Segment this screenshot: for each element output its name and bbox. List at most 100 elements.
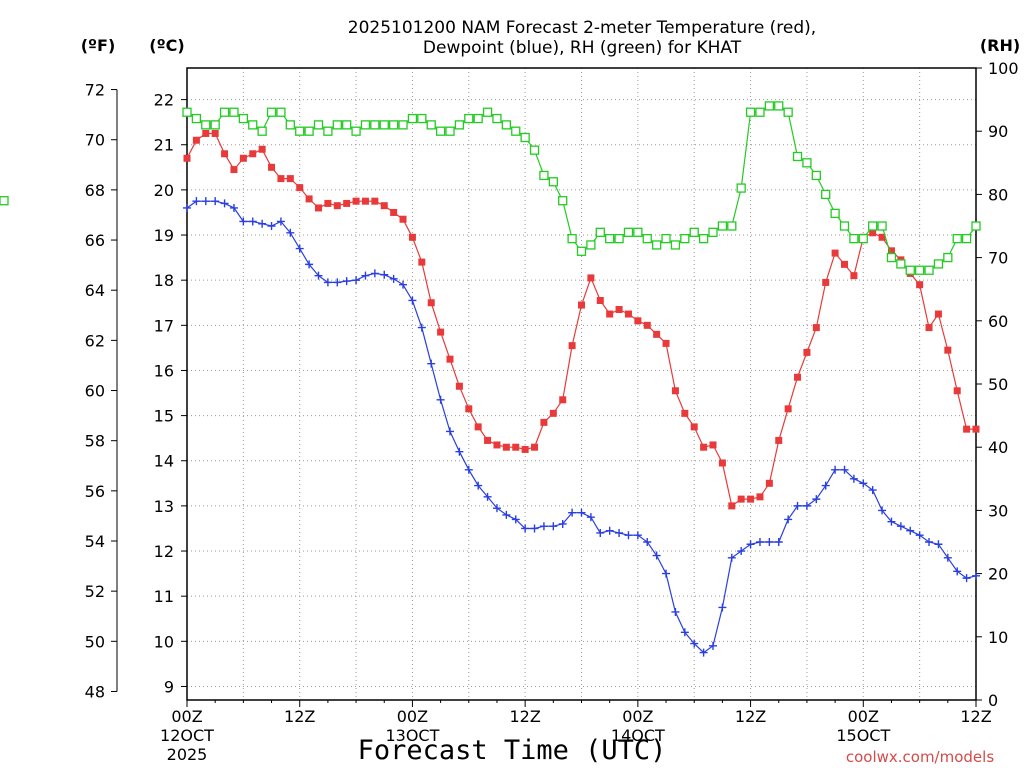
rh-point — [764, 101, 775, 111]
rh-point — [229, 107, 239, 117]
rh-point — [586, 240, 596, 250]
rh-point — [727, 221, 737, 231]
temp-point — [765, 479, 773, 487]
rh-point — [698, 233, 709, 244]
temp-point — [709, 441, 717, 449]
dew-point — [558, 519, 567, 528]
temp-point — [202, 129, 210, 137]
temp-point — [887, 247, 895, 255]
temp-point — [249, 150, 257, 158]
fahrenheit-tick-label: 52 — [85, 582, 105, 601]
rh-point — [933, 259, 944, 269]
temp-line — [186, 132, 976, 507]
rh-point — [473, 113, 483, 124]
rh-point — [210, 120, 220, 130]
temp-point — [568, 342, 576, 350]
dew-point — [680, 628, 689, 637]
temp-point — [277, 175, 285, 183]
dew-point — [333, 278, 342, 287]
temp-point — [606, 310, 614, 318]
dew-point — [802, 501, 811, 510]
dew-point — [793, 501, 802, 510]
temp-point — [305, 195, 313, 203]
dew-point — [765, 538, 774, 546]
x-tick-label: 12Z — [284, 707, 315, 726]
rh-point — [0, 196, 9, 206]
rh-point — [877, 221, 887, 231]
temp-point — [493, 441, 501, 449]
temp-point — [315, 204, 322, 212]
temp-point — [371, 197, 379, 205]
rh-point — [539, 170, 549, 181]
dew-point — [605, 526, 614, 535]
temp-point — [728, 502, 736, 510]
rh-point — [896, 259, 906, 269]
celsius-tick-label: 14 — [154, 452, 174, 471]
temp-point — [343, 199, 351, 207]
rh-point — [623, 227, 634, 237]
rh-axis-unit: (RH) — [980, 36, 1020, 55]
rh-point — [614, 233, 624, 244]
rh-point — [576, 246, 587, 256]
temp-point — [258, 145, 266, 153]
rh-point — [201, 120, 211, 130]
rh-point — [680, 233, 690, 244]
dew-point — [492, 504, 501, 513]
dew-point — [849, 474, 858, 483]
temp-point — [418, 258, 426, 266]
rh-point — [924, 265, 934, 275]
rh-point — [266, 107, 277, 117]
dew-point — [718, 603, 727, 612]
rh-point — [651, 240, 662, 250]
temp-point — [953, 387, 961, 395]
rh-point — [943, 252, 953, 263]
temp-point — [502, 443, 510, 451]
temp-point — [737, 495, 745, 503]
dew-point — [624, 531, 633, 540]
rh-point — [605, 233, 615, 244]
tick-labels: 48 50 52 54 56 58 60 62 64 66 68 70 72 9 10 11 12 13 14 15 1… — [85, 59, 1019, 764]
dew-point — [784, 515, 793, 524]
temp-point — [540, 418, 548, 426]
rh-point — [558, 196, 568, 206]
rh-point — [219, 107, 230, 117]
celsius-axis-unit: (ºC) — [149, 36, 184, 55]
rh-point — [868, 221, 878, 231]
dew-point — [774, 538, 783, 546]
rh-tick-label: 20 — [988, 565, 1008, 584]
temp-point — [211, 129, 219, 137]
temp-point — [812, 324, 820, 332]
dew-point — [662, 569, 671, 578]
temp-point — [831, 249, 839, 257]
fahrenheit-tick-label: 70 — [85, 131, 105, 150]
dew-point — [446, 427, 454, 436]
celsius-tick-label: 16 — [154, 361, 174, 380]
x-tick-label: 12Z — [509, 707, 540, 726]
dew-point — [962, 574, 971, 583]
fahrenheit-tick-label: 60 — [85, 382, 105, 401]
temp-point — [747, 495, 755, 503]
rh-point — [783, 107, 793, 117]
x-tick-label: 00Z — [171, 707, 202, 726]
dew-point — [690, 639, 699, 648]
temp-point — [286, 175, 294, 183]
rh-point — [342, 120, 352, 130]
rh-point — [435, 126, 446, 136]
dew-point — [633, 531, 642, 540]
dew-point — [699, 648, 708, 657]
temp-point — [408, 233, 416, 241]
rh-point — [736, 183, 746, 193]
celsius-tick-label: 18 — [154, 271, 174, 290]
dew-point — [943, 553, 952, 562]
rh-point — [520, 132, 530, 143]
temp-point — [474, 423, 482, 431]
dew-point — [305, 260, 314, 269]
temp-point — [192, 136, 200, 144]
x-tick-date: 15OCT — [836, 726, 890, 745]
dew-point — [840, 465, 849, 474]
data-series — [0, 101, 981, 657]
dew-point — [323, 278, 332, 287]
dew-point — [464, 465, 473, 474]
x-tick-label: 00Z — [622, 707, 653, 726]
temp-point — [624, 310, 632, 318]
